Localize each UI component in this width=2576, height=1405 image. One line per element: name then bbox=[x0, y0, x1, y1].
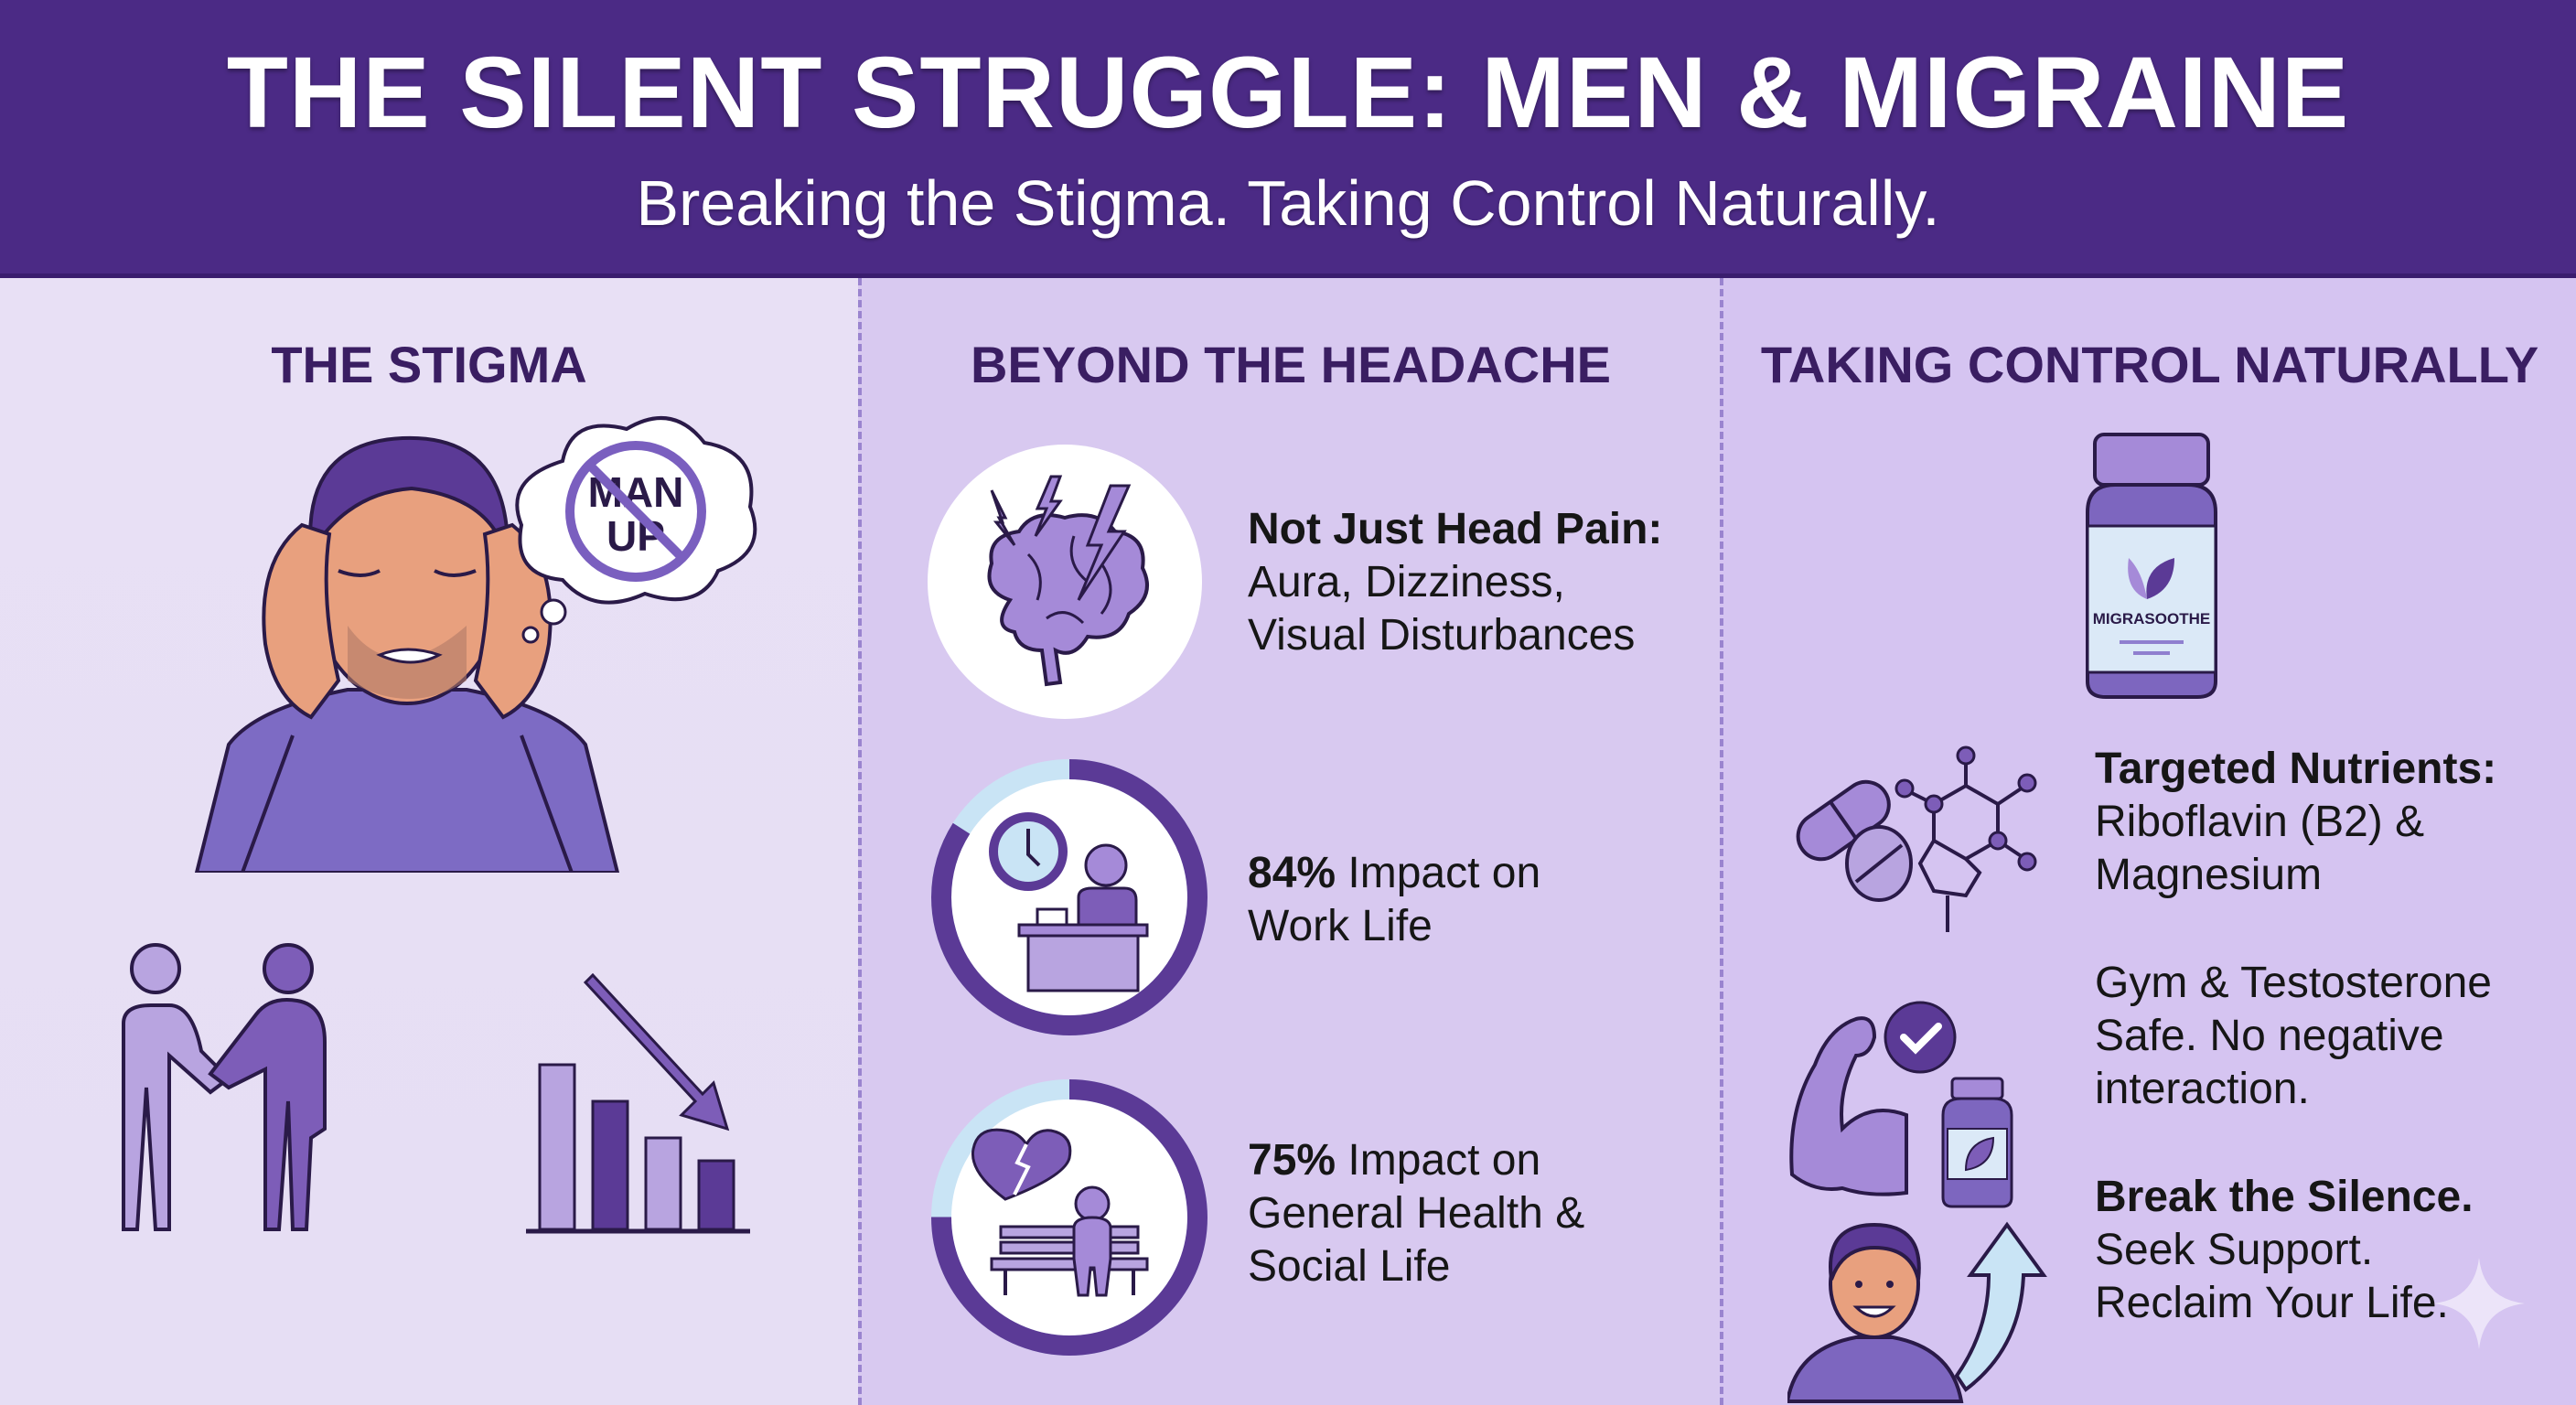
beyond-column: BEYOND THE HEADACHE Not Just Head Pain: … bbox=[858, 278, 1720, 1405]
control-column: TAKING CONTROL NATURALLY MIGRASOOTHE bbox=[1720, 278, 2576, 1405]
smiling-man-arrow-icon bbox=[1787, 1221, 2047, 1403]
desk-clock-icon bbox=[931, 759, 1208, 1035]
control-title: TAKING CONTROL NATURALLY bbox=[1760, 336, 2539, 393]
broken-heart-bench-icon bbox=[931, 1079, 1208, 1356]
header-banner: THE SILENT STRUGGLE: MEN & MIGRAINE Brea… bbox=[0, 0, 2576, 278]
declining-bar-chart-icon bbox=[526, 973, 750, 1234]
thought-bubble: MAN UP bbox=[515, 416, 757, 644]
page-title: THE SILENT STRUGGLE: MEN & MIGRAINE bbox=[226, 37, 2350, 149]
work-impact-text: 84% Impact on Work Life bbox=[1248, 849, 1541, 950]
stigma-column: THE STIGMA MAN UP Fear of being seen as … bbox=[0, 278, 858, 1405]
muscle-check-bottle-icon bbox=[1789, 1001, 2013, 1208]
page-subtitle: Breaking the Stigma. Taking Control Natu… bbox=[636, 167, 1940, 239]
gym-safe-text: Gym & Testosterone Safe. No negative int… bbox=[2095, 959, 2492, 1113]
beyond-title: BEYOND THE HEADACHE bbox=[970, 336, 1612, 393]
nutrients-text: Targeted Nutrients: Riboflavin (B2) & Ma… bbox=[2095, 745, 2497, 899]
stigma-title: THE STIGMA bbox=[271, 336, 587, 393]
break-silence-text: Break the Silence. Seek Support. Reclaim… bbox=[2095, 1173, 2474, 1327]
prohibited-icon bbox=[565, 441, 706, 582]
sparkle-icon bbox=[2433, 1258, 2525, 1349]
pills-molecule-icon bbox=[1796, 745, 2037, 932]
bottle-label: MIGRASOOTHE bbox=[2093, 610, 2210, 627]
brain-lightning-icon bbox=[928, 445, 1202, 719]
handshake-icon bbox=[122, 943, 327, 1231]
migrasoothe-bottle-icon: MIGRASOOTHE bbox=[2086, 433, 2217, 699]
health-impact-text: 75% Impact on General Health & Social Li… bbox=[1248, 1136, 1585, 1291]
head-pain-text: Not Just Head Pain: Aura, Dizziness, Vis… bbox=[1248, 505, 1663, 660]
man-holding-head-icon bbox=[194, 435, 620, 873]
